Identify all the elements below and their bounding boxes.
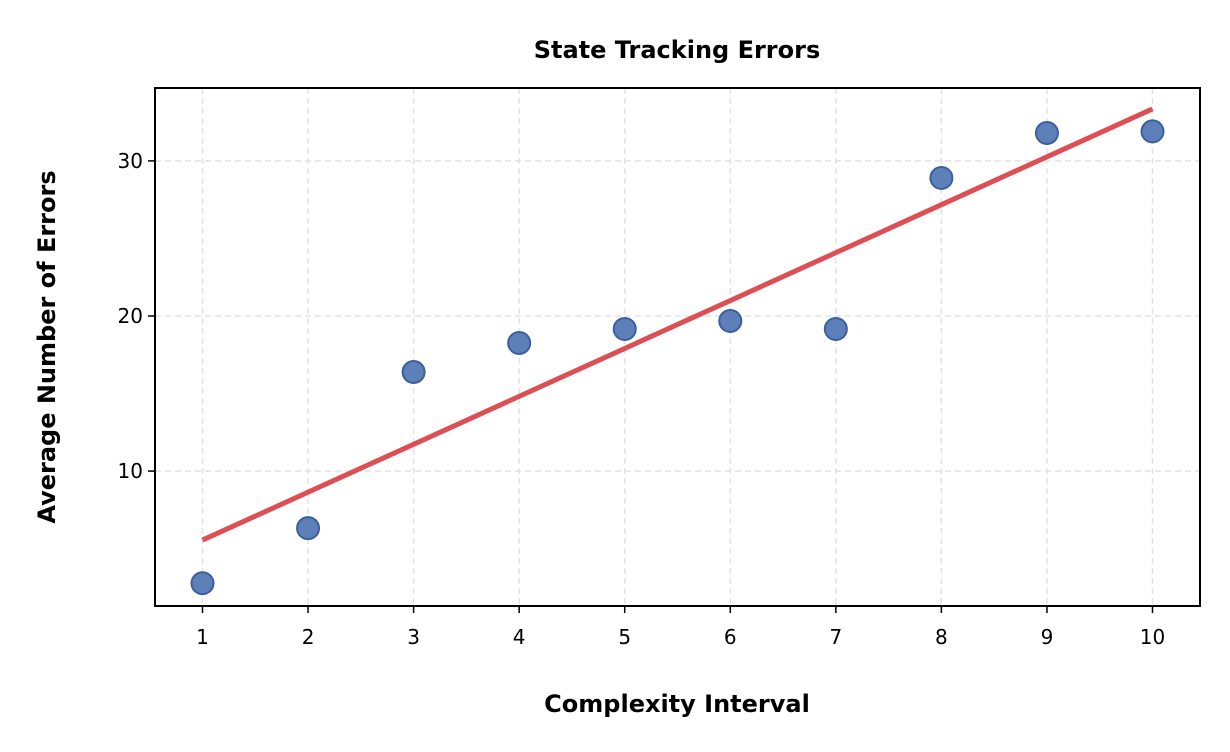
point xyxy=(1140,119,1165,144)
x-tick-label: 4 xyxy=(513,625,526,649)
x-tick-label: 7 xyxy=(829,625,842,649)
y-tick-label: 20 xyxy=(118,304,143,328)
chart-title: State Tracking Errors xyxy=(534,36,821,64)
plot-frame xyxy=(154,87,1201,607)
x-tick-label: 9 xyxy=(1041,625,1054,649)
point xyxy=(929,165,954,190)
point xyxy=(1034,120,1059,145)
x-tick-label: 5 xyxy=(618,625,631,649)
point xyxy=(612,317,637,342)
x-tick-label: 1 xyxy=(196,625,209,649)
x-tick-label: 8 xyxy=(935,625,948,649)
point xyxy=(823,317,848,342)
point xyxy=(190,571,215,596)
x-tick-label: 10 xyxy=(1140,625,1165,649)
y-tick-label: 30 xyxy=(118,149,143,173)
y-axis-label: Average Number of Errors xyxy=(33,170,61,523)
point xyxy=(296,516,321,541)
point xyxy=(507,330,532,355)
point xyxy=(718,308,743,333)
x-tick-label: 3 xyxy=(407,625,420,649)
x-tick-label: 2 xyxy=(302,625,315,649)
x-axis-label: Complexity Interval xyxy=(544,690,810,718)
y-tick-label: 10 xyxy=(118,459,143,483)
x-tick-label: 6 xyxy=(724,625,737,649)
point xyxy=(401,359,426,384)
trend-line xyxy=(201,106,1154,543)
